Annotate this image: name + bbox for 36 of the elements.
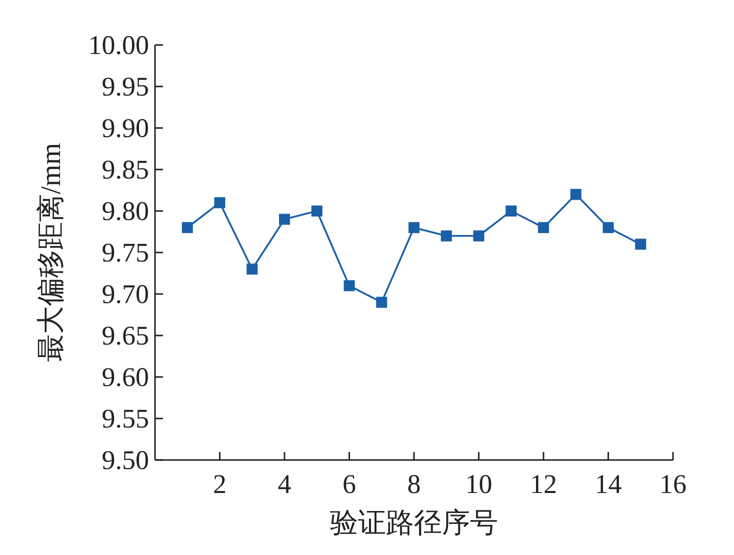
x-tick-label: 4 [278, 469, 292, 499]
x-tick-label: 14 [594, 469, 622, 499]
point [602, 222, 614, 234]
y-tick-label: 9.95 [102, 72, 149, 102]
x-tick-label: 12 [530, 469, 557, 499]
point [246, 264, 258, 275]
point [182, 222, 193, 234]
x-tick-label: 10 [465, 469, 492, 499]
x-tick-label: 6 [342, 469, 356, 499]
point [473, 230, 484, 242]
point [440, 230, 452, 242]
y-axis-title: 最大偏移距离/mm [36, 142, 67, 362]
x-tick-label: 8 [407, 469, 421, 499]
y-tick-label: 9.55 [102, 404, 149, 434]
point [570, 188, 582, 200]
y-tick-label: 9.75 [102, 238, 149, 268]
y-tick-label: 9.80 [102, 196, 149, 226]
x-axis-title: 验证路径序号 [330, 508, 498, 539]
y-tick-label: 9.60 [102, 362, 149, 392]
point [311, 206, 322, 216]
point [279, 214, 290, 225]
point [214, 197, 226, 208]
point [344, 280, 355, 292]
y-tick-label: 10.00 [88, 30, 149, 60]
y-tick-label: 9.90 [102, 113, 149, 143]
y-tick-label: 9.50 [102, 445, 149, 475]
point [538, 222, 549, 234]
x-tick-label: 2 [213, 469, 226, 499]
point [376, 296, 388, 308]
point [506, 206, 517, 216]
y-tick-label: 9.70 [102, 279, 149, 309]
point [635, 238, 646, 250]
point [408, 222, 420, 234]
y-tick-label: 9.65 [102, 320, 149, 350]
x-tick-label: 16 [660, 469, 686, 499]
y-tick-label: 9.85 [102, 154, 149, 184]
